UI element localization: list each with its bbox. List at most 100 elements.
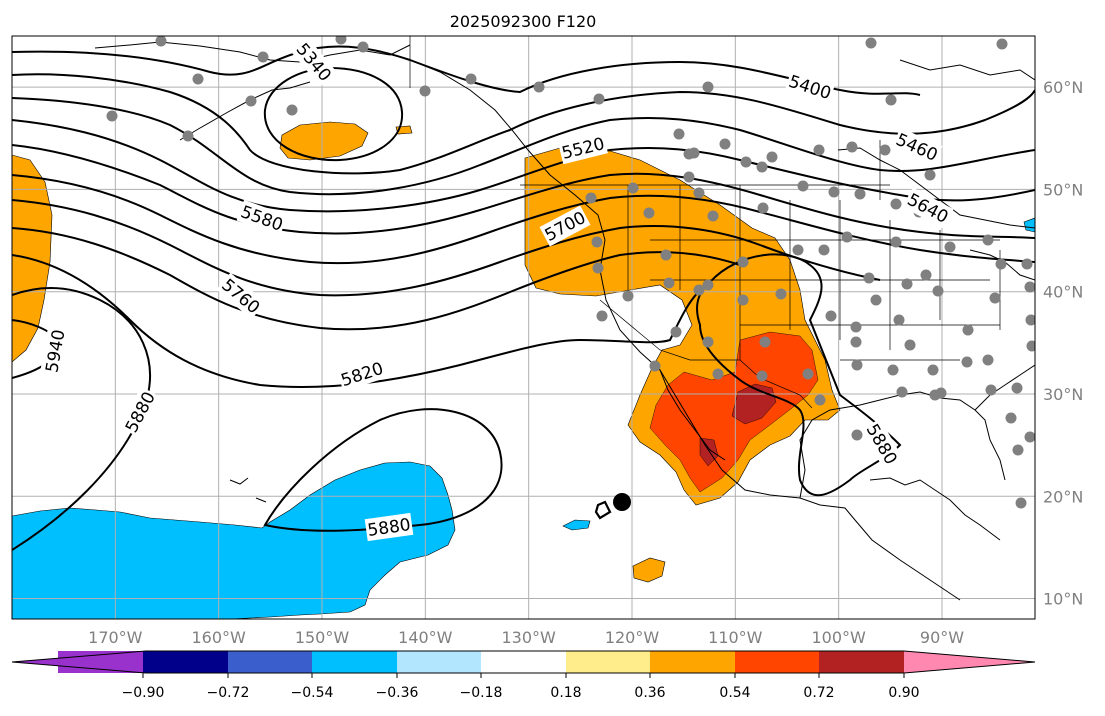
- station-dot: [775, 288, 787, 300]
- station-dot: [982, 354, 994, 366]
- station-dot: [985, 384, 997, 396]
- longitude-label: 170°W: [88, 628, 143, 647]
- colorbar-tick-label: 0.18: [550, 685, 581, 701]
- station-dot: [106, 110, 118, 122]
- colorbar-segment: [566, 651, 650, 673]
- station-dot: [683, 171, 695, 183]
- station-dot: [1026, 340, 1035, 352]
- station-dot: [357, 41, 369, 53]
- colorbar-tick-label: 0.90: [888, 685, 919, 701]
- station-dot: [737, 294, 749, 306]
- station-dot: [693, 284, 705, 296]
- latitude-label: 40°N: [1043, 283, 1083, 302]
- map-plot-area: [12, 36, 1035, 619]
- station-dot: [192, 73, 204, 85]
- station-dot: [663, 277, 675, 289]
- station-dot: [155, 36, 167, 47]
- station-dot: [846, 141, 858, 153]
- map-frame: [11, 35, 1036, 620]
- station-dot: [996, 38, 1008, 50]
- station-dot: [1005, 412, 1017, 424]
- negative-anomaly-small-1: [562, 519, 591, 531]
- longitude-label: 100°W: [811, 628, 866, 647]
- positive-anomaly-gulf-of-alaska: [279, 121, 369, 161]
- latitude-label: 20°N: [1043, 487, 1083, 506]
- station-dot: [465, 73, 477, 85]
- station-dot: [182, 130, 194, 142]
- colorbar-extend-right: [904, 651, 1035, 673]
- station-dot: [893, 314, 905, 326]
- station-dot: [585, 192, 597, 204]
- station-dot: [890, 198, 902, 210]
- station-dot: [850, 336, 862, 348]
- map-title: 2025092300 F120: [450, 12, 597, 31]
- longitude-label: 90°W: [920, 628, 964, 647]
- station-dot: [944, 241, 956, 253]
- colorbar-segment: [819, 651, 904, 673]
- longitude-label: 110°W: [708, 628, 763, 647]
- station-dot: [737, 256, 749, 268]
- station-dot: [1024, 281, 1035, 293]
- station-dot: [851, 359, 863, 371]
- contour-label: 5940: [40, 326, 70, 376]
- station-dot: [865, 37, 877, 49]
- station-dot: [982, 234, 994, 246]
- station-dot: [896, 386, 908, 398]
- coastlines: [94, 41, 1035, 601]
- station-dot: [870, 294, 882, 306]
- station-dot: [756, 370, 768, 382]
- colorbar-segment: [650, 651, 735, 673]
- station-dot: [1025, 314, 1035, 326]
- station-dot: [702, 336, 714, 348]
- station-markers: [106, 36, 1035, 509]
- station-dot: [740, 156, 752, 168]
- station-dot: [245, 95, 257, 107]
- station-dot: [593, 93, 605, 105]
- latitude-label: 30°N: [1043, 385, 1083, 404]
- station-dot: [660, 249, 672, 261]
- station-dot: [927, 364, 939, 376]
- station-dot: [920, 269, 932, 281]
- station-dot: [1012, 444, 1024, 456]
- station-dot: [885, 94, 897, 106]
- station-dot: [929, 389, 941, 401]
- station-dot: [702, 279, 714, 291]
- station-dot: [904, 339, 916, 351]
- colorbar-segment: [228, 651, 312, 673]
- hurricane-marker: [613, 493, 631, 511]
- negative-anomaly-region: [12, 461, 456, 619]
- colorbar-segment: [312, 651, 397, 673]
- station-dot: [643, 207, 655, 219]
- colorbar: −0.90 −0.72 −0.54 −0.36 −0.18 0.18 0.36 0.54 0.7…: [11, 650, 1036, 701]
- station-dot: [707, 210, 719, 222]
- station-dot: [719, 138, 731, 150]
- station-dot: [890, 236, 902, 248]
- station-dot: [596, 310, 608, 322]
- station-dot: [257, 51, 269, 63]
- station-dot: [841, 231, 853, 243]
- station-dot: [766, 151, 778, 163]
- colorbar-tick-label: −0.54: [291, 685, 334, 701]
- latitude-label: 60°N: [1043, 78, 1083, 97]
- station-dot: [825, 310, 837, 322]
- longitude-labels: 170°W 160°W 150°W 140°W 130°W 120°W 110°W 100°W…: [88, 628, 964, 647]
- station-dot: [863, 272, 875, 284]
- latitude-labels: 60°N 50°N 40°N 30°N 20°N 10°N: [1043, 78, 1083, 608]
- positive-anomaly-eastern-pacific: [632, 557, 666, 583]
- station-dot: [1021, 258, 1033, 270]
- station-dot: [851, 429, 863, 441]
- station-dot: [693, 187, 705, 199]
- latitude-label: 10°N: [1043, 590, 1083, 609]
- station-dot: [962, 324, 974, 336]
- station-dot: [759, 336, 771, 348]
- station-dot: [627, 182, 639, 194]
- station-dot: [688, 147, 700, 159]
- colorbar-segment: [735, 651, 819, 673]
- station-dot: [1015, 497, 1027, 509]
- graticule: [12, 36, 1035, 619]
- station-dot: [813, 144, 825, 156]
- station-dot: [797, 180, 809, 192]
